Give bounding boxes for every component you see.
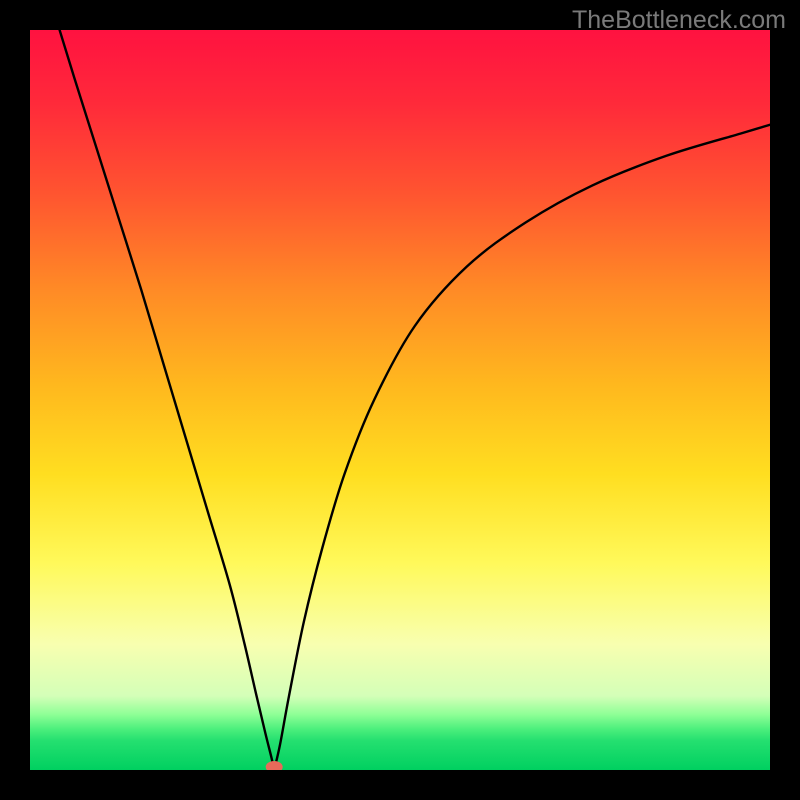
watermark-text: TheBottleneck.com <box>572 6 786 35</box>
chart-svg <box>0 0 800 800</box>
plot-background <box>30 30 770 770</box>
chart-frame: TheBottleneck.com <box>0 0 800 800</box>
